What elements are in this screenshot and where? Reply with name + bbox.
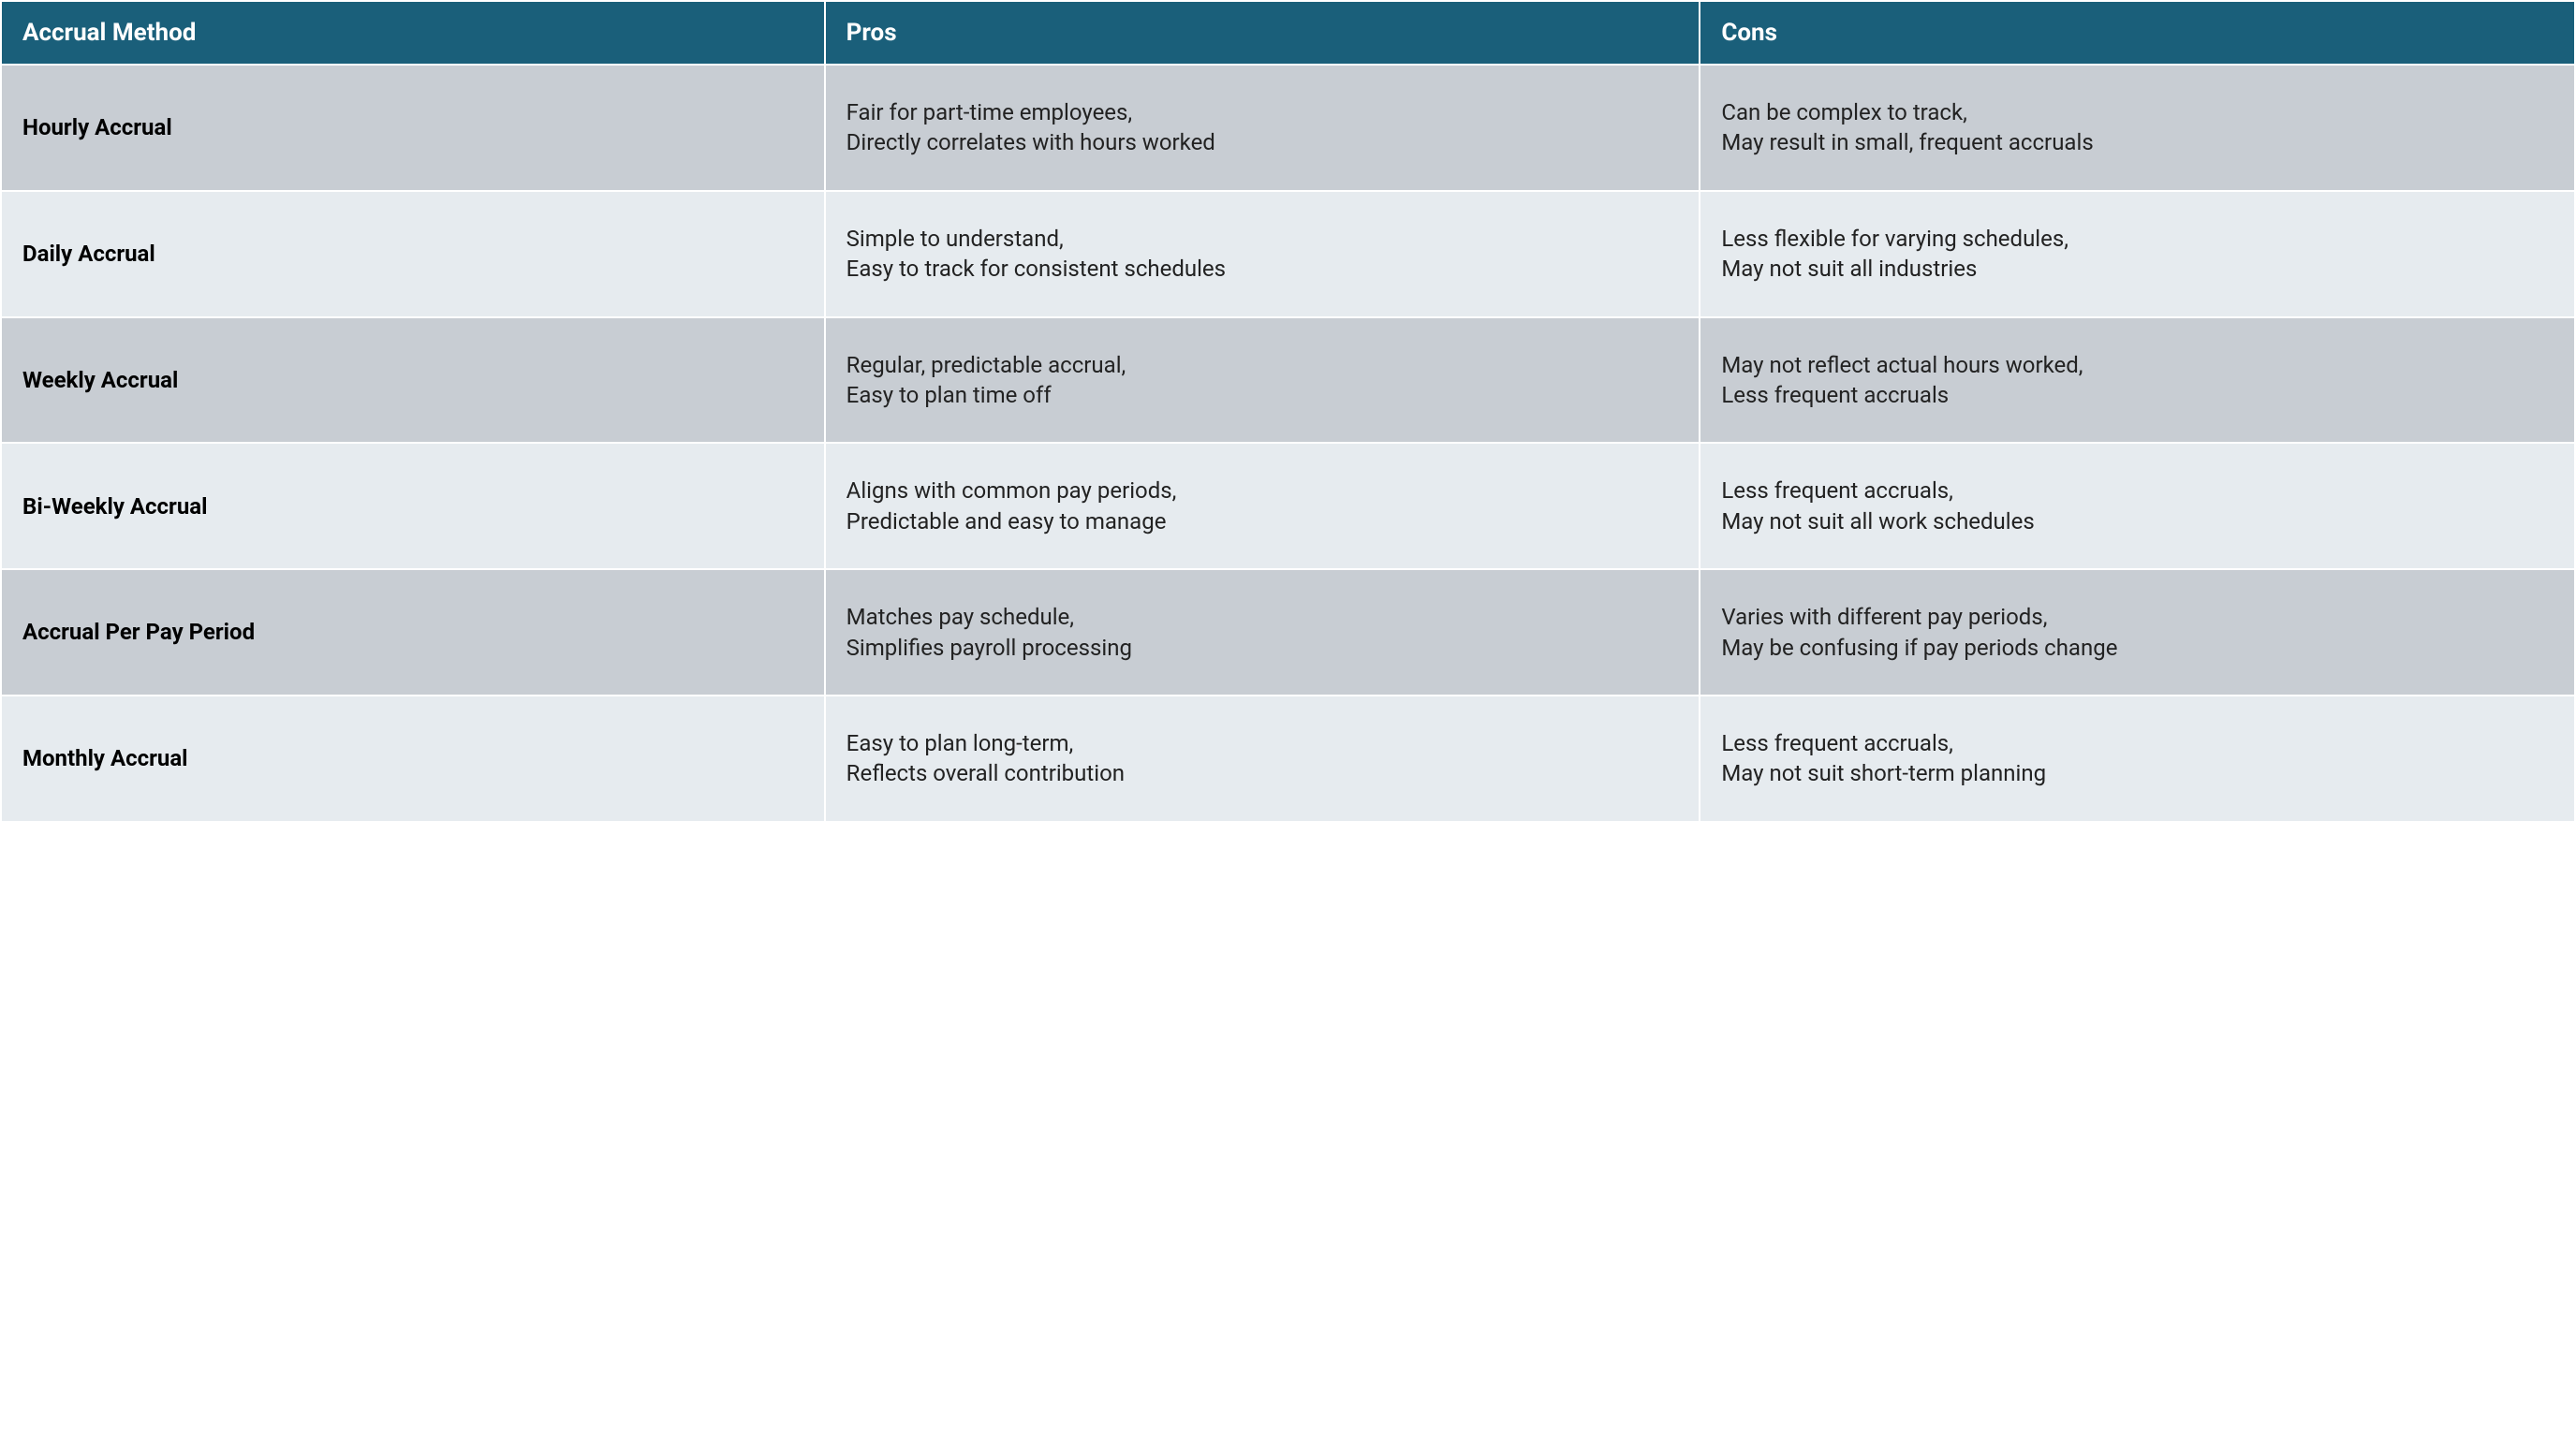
cell-pros: Easy to plan long-term,Reflects overall …	[825, 696, 1700, 822]
cell-method: Monthly Accrual	[1, 696, 825, 822]
cell-cons: Less frequent accruals,May not suit shor…	[1700, 696, 2575, 822]
column-header-pros: Pros	[825, 1, 1700, 65]
cell-cons: Less frequent accruals,May not suit all …	[1700, 443, 2575, 569]
table-row: Daily Accrual Simple to understand,Easy …	[1, 191, 2575, 317]
cell-pros: Aligns with common pay periods,Predictab…	[825, 443, 1700, 569]
table-row: Accrual Per Pay Period Matches pay sched…	[1, 569, 2575, 696]
cell-method: Hourly Accrual	[1, 65, 825, 191]
cell-pros: Fair for part-time employees,Directly co…	[825, 65, 1700, 191]
cell-pros: Regular, predictable accrual,Easy to pla…	[825, 317, 1700, 444]
cell-method: Daily Accrual	[1, 191, 825, 317]
table-row: Monthly Accrual Easy to plan long-term,R…	[1, 696, 2575, 822]
cell-method: Accrual Per Pay Period	[1, 569, 825, 696]
cell-cons: May not reflect actual hours worked,Less…	[1700, 317, 2575, 444]
cell-pros: Simple to understand,Easy to track for c…	[825, 191, 1700, 317]
table-row: Hourly Accrual Fair for part-time employ…	[1, 65, 2575, 191]
cell-cons: Can be complex to track,May result in sm…	[1700, 65, 2575, 191]
cell-cons: Less flexible for varying schedules,May …	[1700, 191, 2575, 317]
column-header-cons: Cons	[1700, 1, 2575, 65]
table-header-row: Accrual Method Pros Cons	[1, 1, 2575, 65]
table-row: Weekly Accrual Regular, predictable accr…	[1, 317, 2575, 444]
accrual-comparison-table: Accrual Method Pros Cons Hourly Accrual …	[0, 0, 2576, 823]
cell-method: Bi-Weekly Accrual	[1, 443, 825, 569]
table-row: Bi-Weekly Accrual Aligns with common pay…	[1, 443, 2575, 569]
cell-cons: Varies with different pay periods,May be…	[1700, 569, 2575, 696]
table-body: Hourly Accrual Fair for part-time employ…	[1, 65, 2575, 822]
table-header: Accrual Method Pros Cons	[1, 1, 2575, 65]
cell-method: Weekly Accrual	[1, 317, 825, 444]
cell-pros: Matches pay schedule,Simplifies payroll …	[825, 569, 1700, 696]
column-header-method: Accrual Method	[1, 1, 825, 65]
